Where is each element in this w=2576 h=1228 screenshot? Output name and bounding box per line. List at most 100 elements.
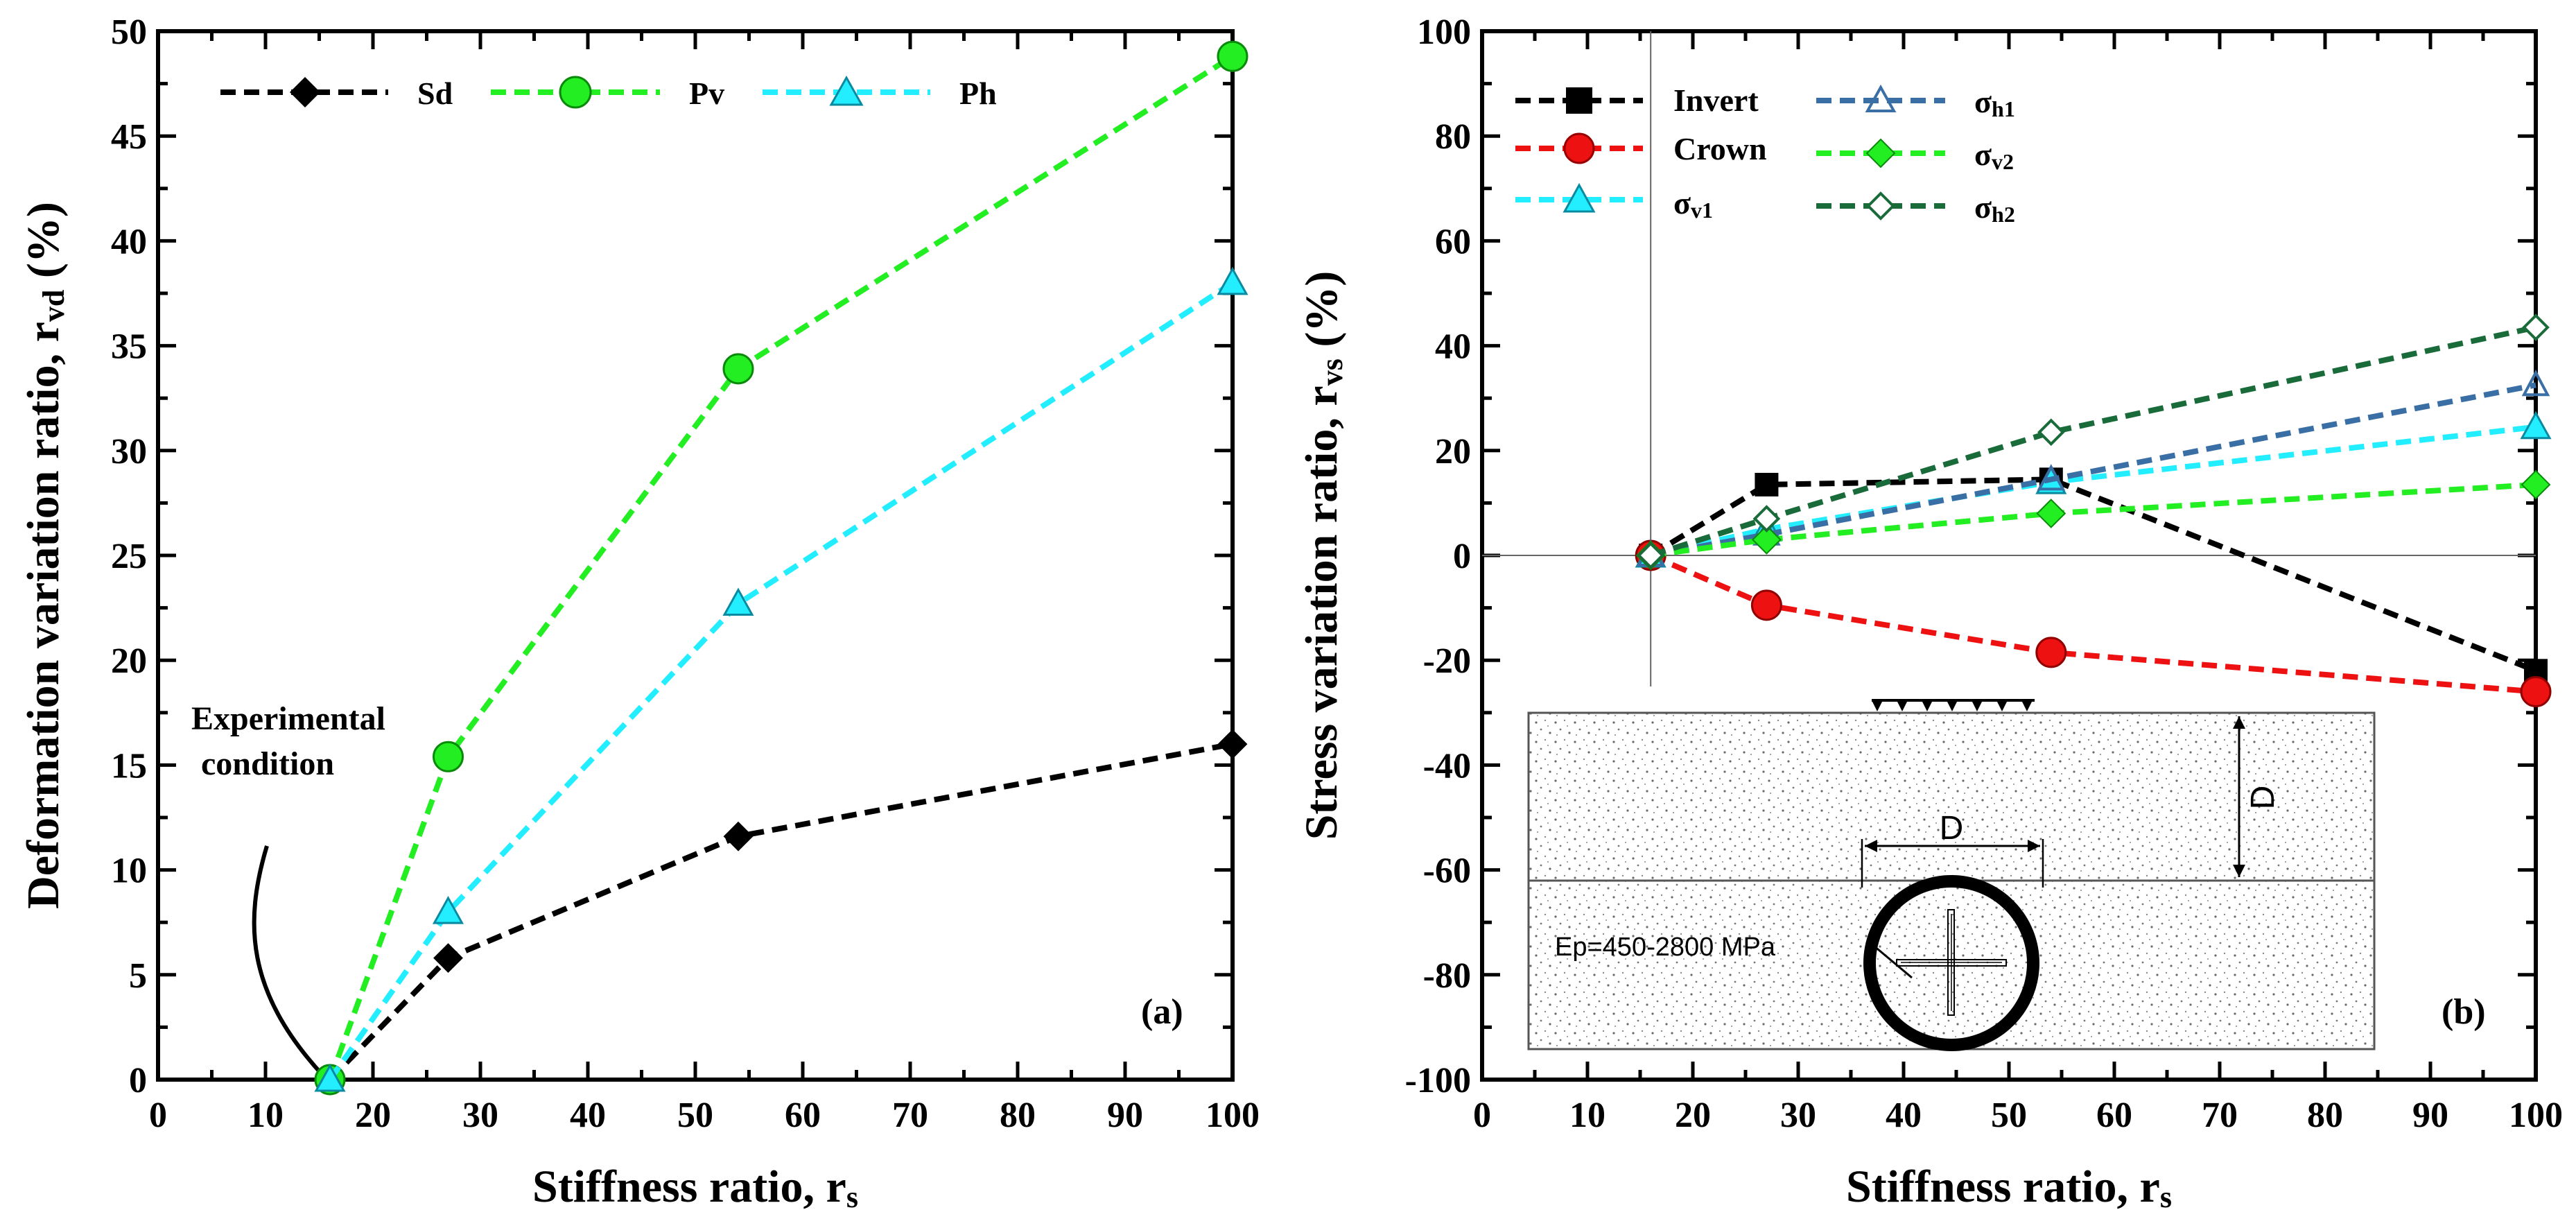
- data-point-ph: [722, 587, 754, 616]
- data-point-ph: [314, 1063, 346, 1092]
- x-tick-label: 20: [355, 1096, 391, 1135]
- x-tick-label: 70: [2202, 1096, 2238, 1135]
- data-point-sd: [723, 821, 754, 851]
- pipe-cross-section: [1863, 875, 2039, 1051]
- annotation-pointer-curve: [252, 845, 324, 1077]
- depth-dimension-label: D: [2245, 786, 2281, 810]
- legend-item-sv1: σv1: [1515, 182, 1713, 223]
- ticks-b: 0 10 20 30 40 50 60 70 80 90 100 -100 -80 -60 -40 -20 0 2…: [1405, 12, 2563, 1135]
- x-tick-label: 60: [785, 1096, 821, 1135]
- x-tick-label: 100: [1206, 1096, 1260, 1135]
- y-tick-label: -100: [1405, 1061, 1471, 1100]
- x-tick-label: 90: [1107, 1096, 1143, 1135]
- legend-label-sv2: σv2: [1974, 137, 2014, 174]
- data-point-pv: [1217, 40, 1248, 72]
- legend-item-ph: Ph: [763, 75, 997, 111]
- data-point-crown: [1750, 589, 1782, 621]
- pipe-modulus-label: Ep=450-2800 MPa: [1555, 933, 1776, 962]
- x-tick-label: 80: [1000, 1096, 1036, 1135]
- data-point-ph: [1217, 266, 1248, 295]
- legend-a: Sd Pv Ph: [220, 75, 997, 111]
- data-point-pv: [433, 741, 464, 772]
- x-tick-label: 100: [2509, 1096, 2563, 1135]
- data-point-h1: [2521, 370, 2550, 397]
- legend-label-sv1: σv1: [1673, 185, 1713, 223]
- annotation-line-2: condition: [201, 745, 334, 782]
- x-tick-label: 30: [1780, 1096, 1816, 1135]
- x-tick-label: 40: [570, 1096, 606, 1135]
- x-tick-label: 0: [1473, 1096, 1491, 1135]
- x-tick-label: 50: [677, 1096, 713, 1135]
- x-axis-title-a: Stiffness ratio, rs: [532, 1161, 858, 1214]
- strain-gauge-cross: [1896, 909, 2007, 1016]
- series-a: [314, 40, 1248, 1096]
- x-tick-label: 30: [462, 1096, 498, 1135]
- x-tick-label: 0: [149, 1096, 167, 1135]
- legend-item-crown: Crown: [1515, 131, 1767, 166]
- series-line-sd: [328, 741, 1233, 1082]
- legend-marker-sd: [290, 77, 320, 107]
- data-point-crown: [2520, 676, 2552, 708]
- legend-marker-sv1: [1563, 182, 1596, 213]
- legend-label-crown: Crown: [1673, 131, 1767, 166]
- series-ph: [314, 266, 1248, 1092]
- legend-item-pv: Pv: [491, 76, 724, 111]
- x-tick-label: 20: [1675, 1096, 1711, 1135]
- x-tick-label: 40: [1886, 1096, 1922, 1135]
- y-tick-label: -40: [1423, 746, 1471, 786]
- x-tick-label: 10: [1569, 1096, 1605, 1135]
- series-line-v2: [1650, 481, 2536, 558]
- y-axis-title-a: Deformation variation ratio, rvd (%): [18, 202, 71, 909]
- y-tick-label: -20: [1423, 641, 1471, 681]
- panel-a: 0 10 20 30 40 50 60 70 80 90 100 0 5 10 15 20 25 30 35 40 45…: [18, 12, 1260, 1214]
- y-axis-title-b: Stress variation ratio, rvs (%): [1296, 271, 1349, 840]
- ticks-a: 0 10 20 30 40 50 60 70 80 90 100 0 5 10 15 20 25 30 35 40 45…: [111, 12, 1260, 1135]
- y-tick-label: 45: [111, 117, 147, 157]
- series-b: [1635, 313, 2552, 708]
- legend-label-ph: Ph: [959, 76, 997, 111]
- data-point-invert: [1755, 472, 1779, 496]
- series-line-pv: [327, 53, 1235, 1081]
- y-tick-label: 40: [1435, 327, 1471, 367]
- legend-label-invert: Invert: [1673, 83, 1759, 118]
- surface-load-arrows: [1872, 699, 2035, 711]
- x-tick-label: 50: [1991, 1096, 2027, 1135]
- data-point-v2: [1751, 524, 1782, 555]
- y-tick-label: 10: [111, 851, 147, 891]
- y-tick-label: 35: [111, 327, 147, 367]
- legend-item-sv2: σv2: [1816, 137, 2014, 174]
- data-point-h2: [1752, 505, 1781, 533]
- width-dimension-label: D: [1940, 810, 1964, 847]
- panel-label-a: (a): [1141, 992, 1183, 1032]
- x-tick-label: 90: [2412, 1096, 2448, 1135]
- y-tick-label: 20: [111, 641, 147, 681]
- reference-lines-b: [1482, 31, 2536, 686]
- x-tick-label: 70: [892, 1096, 928, 1135]
- legend-label-pv: Pv: [689, 76, 724, 111]
- series-line-h2: [1649, 325, 2536, 558]
- y-tick-label: 25: [111, 537, 147, 576]
- legend-label-sh2: σh2: [1974, 189, 2015, 227]
- y-tick-label: -60: [1423, 851, 1471, 891]
- data-point-ph: [432, 895, 464, 924]
- experimental-condition-annotation: Experimental condition: [191, 700, 385, 1077]
- y-tick-label: 0: [1453, 537, 1471, 576]
- legend-marker-ph: [829, 75, 864, 106]
- y-tick-label: 20: [1435, 432, 1471, 472]
- series-invert: [1639, 467, 2548, 683]
- legend-marker-pv: [559, 76, 592, 109]
- y-tick-label: 0: [129, 1061, 147, 1100]
- y-tick-label: 40: [111, 222, 147, 261]
- data-point-h2: [1637, 542, 1665, 569]
- legend-b: Invert Crown σv1 σh1 σv2: [1515, 83, 2015, 227]
- data-point-sd: [433, 943, 463, 974]
- series-v2: [1635, 469, 2551, 571]
- series-line-crown: [1649, 553, 2536, 695]
- data-point-v2: [2521, 469, 2551, 500]
- legend-marker-crown: [1563, 132, 1595, 164]
- panel-label-b: (b): [2442, 992, 2486, 1032]
- series-line-invert: [1649, 476, 2537, 674]
- data-point-sd: [1217, 729, 1248, 759]
- plot-frame-a: [156, 29, 1235, 1082]
- pipe-schematic-inset: D D Ep=450-2800 MPa: [1527, 699, 2376, 1051]
